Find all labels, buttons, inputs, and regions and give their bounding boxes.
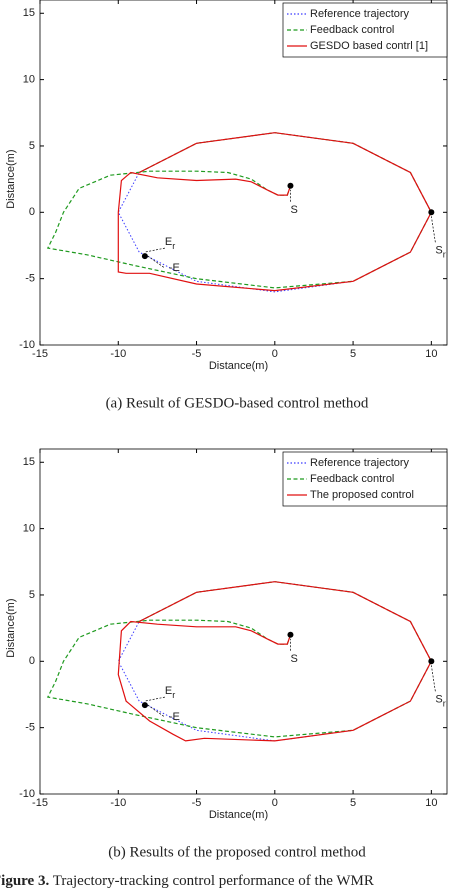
x-axis-label: Distance(m) [209,360,268,372]
x-tick-label: 5 [350,348,356,360]
marker [287,631,294,638]
figure-label: Figure 3. [0,873,49,889]
y-tick-label: 0 [29,655,35,667]
x-tick-label: -10 [110,797,126,809]
chart: -15 -10 -5 0 5 10-10-5051015Distance(m)Distan… [5,448,448,860]
annotation-subscript: r [172,241,175,251]
y-tick-label: -5 [25,273,35,285]
y-tick-label: -10 [19,339,35,351]
caption: (a) Result of GESDO-based control method [106,395,369,411]
x-tick-label: -15 [32,348,48,360]
annotation: S [290,653,297,665]
y-tick-label: -5 [25,722,35,734]
y-tick-label: 10 [23,74,35,86]
marker [141,253,148,260]
annotation-text: E [165,236,172,248]
y-tick-label: 5 [29,589,35,601]
annotation-text: E [165,685,172,697]
legend-box [282,2,448,58]
annotation-text: -E [169,262,180,274]
series-line [46,581,432,738]
chart: -15 -10 -5 0 5 10-10-5051015Distance(m)Distan… [5,0,448,411]
annotation-arrow [431,216,436,243]
annotation: Sr [435,693,445,708]
marker [141,702,148,709]
annotation-subscript: r [172,690,175,700]
x-tick-label: 10 [425,797,437,809]
legend-label: GESDO based contrl [1] [310,40,428,52]
annotation-subscript: r [443,250,446,260]
marker [428,658,435,665]
legend-box [282,451,448,507]
legend-label: Reference trajectory [310,457,410,469]
series-line [117,581,432,742]
annotation-text: S [435,244,442,256]
x-tick-label: -5 [192,797,202,809]
legend-label: Feedback control [310,473,394,485]
x-tick-label: 10 [425,348,437,360]
caption: (b) Results of the proposed control meth… [108,844,366,860]
figure-text: Trajectory-tracking control performance … [53,873,374,889]
annotation: S [290,204,297,216]
x-tick-label: 5 [350,797,356,809]
y-axis-label: Distance(m) [5,149,17,208]
annotation: -E [169,711,180,723]
annotation-arrow [431,665,436,692]
y-tick-label: -10 [19,788,35,800]
y-tick-label: 15 [23,456,35,468]
series-line [117,132,432,293]
x-tick-label: -10 [110,348,126,360]
annotation-text: S [290,204,297,216]
x-axis-label: Distance(m) [209,809,268,821]
x-tick-label: -15 [32,797,48,809]
marker [428,209,435,216]
x-tick-label: 0 [272,797,278,809]
legend-label: Feedback control [310,24,394,36]
legend-label: The proposed control [310,489,414,501]
figure-caption: Figure 3. Trajectory-tracking control pe… [0,873,374,889]
y-tick-label: 10 [23,523,35,535]
annotation-subscript: r [443,699,446,709]
x-tick-label: 0 [272,348,278,360]
series-line [117,132,432,292]
legend-label: Reference trajectory [310,8,410,20]
annotation-text: S [290,653,297,665]
plot-frame [39,448,448,795]
series-line [117,581,432,742]
annotation: Er [165,236,175,251]
series-line [46,132,432,289]
annotation-arrow [144,696,165,702]
y-axis-label: Distance(m) [5,598,17,657]
annotation: -E [169,262,180,274]
annotation: Er [165,685,175,700]
annotation-text: -E [169,711,180,723]
y-tick-label: 15 [23,7,35,19]
plot-frame [39,0,448,346]
y-tick-label: 0 [29,206,35,218]
marker [287,182,294,189]
annotation: Sr [435,244,445,259]
y-tick-label: 5 [29,140,35,152]
annotation-text: S [435,693,442,705]
x-tick-label: -5 [192,348,202,360]
annotation-arrow [144,247,165,253]
